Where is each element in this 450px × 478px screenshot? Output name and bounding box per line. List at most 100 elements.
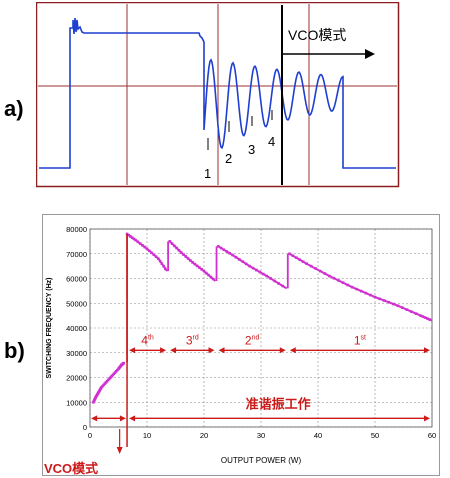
data-point (255, 268, 258, 272)
data-point (209, 275, 213, 279)
y-tick-label: 0 (83, 423, 87, 432)
data-point (231, 253, 234, 257)
data-point (127, 233, 131, 237)
data-point (414, 312, 418, 315)
data-point (337, 279, 340, 282)
mode-arrow-2nd-head-left (218, 347, 225, 354)
data-point (132, 237, 136, 241)
data-point (175, 246, 178, 250)
quasi-resonant-arrow-head-right (424, 415, 430, 422)
data-point (143, 245, 147, 249)
data-point (170, 242, 174, 245)
data-point (396, 304, 400, 308)
data-point (382, 299, 386, 302)
data-point (168, 240, 172, 243)
data-point (244, 262, 248, 266)
data-point (341, 281, 345, 285)
data-point (154, 255, 158, 259)
data-point (288, 252, 291, 256)
data-point (360, 289, 363, 293)
data-point (177, 248, 181, 252)
x-axis-label: OUTPUT POWER (W) (221, 456, 302, 465)
panel-a-label: a) (4, 96, 24, 121)
data-point (134, 238, 137, 242)
data-point (265, 274, 268, 278)
data-point (234, 255, 238, 259)
data-point (207, 273, 210, 277)
data-point (261, 272, 265, 276)
data-point (138, 242, 142, 245)
data-point (173, 244, 176, 248)
y-tick-label: 30000 (66, 349, 87, 358)
mode-arrows (91, 347, 430, 454)
x-tick-label: 30 (257, 431, 265, 440)
data-point (198, 266, 201, 269)
data-point (387, 300, 390, 304)
mode-arrow-2nd-head-right (279, 347, 286, 354)
data-point (423, 316, 427, 319)
data-point (162, 264, 165, 268)
data-point (369, 293, 372, 297)
data-point (269, 277, 272, 280)
data-point (350, 285, 354, 289)
data-point (298, 258, 302, 261)
data-point (125, 232, 129, 236)
data-point (248, 264, 251, 268)
data-point (238, 258, 241, 261)
x-tick-label: 50 (371, 431, 379, 440)
x-tick-label: 20 (200, 431, 208, 440)
data-point (228, 251, 231, 255)
x-tick-label: 0 (88, 431, 92, 440)
valley-label-1: 1 (204, 166, 211, 181)
data-point (410, 310, 413, 313)
data-point (378, 297, 381, 301)
data-point (241, 260, 245, 263)
data-point (130, 236, 134, 239)
quasi-resonant-label: 准谐振工作 (246, 396, 311, 411)
data-point (160, 262, 164, 265)
vco-annotation: VCO模式 (288, 27, 346, 43)
data-point (202, 269, 206, 273)
vco-arrow-head (365, 49, 375, 59)
mode-arrow-4th-head-right (160, 347, 167, 354)
data-point (419, 314, 422, 317)
x-tick-label: 40 (314, 431, 322, 440)
data-point (318, 269, 322, 273)
data-point (141, 244, 144, 247)
data-point (136, 240, 140, 244)
data-point (216, 245, 220, 248)
valley-label-4: 4 (268, 134, 275, 149)
vco-pointer-head (116, 447, 123, 454)
data-point (157, 257, 160, 260)
data-point (200, 268, 204, 271)
valley-label-2: 2 (225, 151, 232, 166)
chart-grid (89, 228, 433, 428)
mode-arrow-4th-head-left (129, 347, 136, 354)
data-point (204, 271, 208, 275)
data-point (122, 361, 125, 365)
x-tick-label: 60 (428, 431, 436, 440)
data-point (281, 284, 284, 288)
valley-markers: 12 34 (204, 110, 275, 181)
data-point (295, 256, 298, 260)
data-point (182, 253, 185, 256)
data-point (391, 302, 395, 306)
plot-area (89, 228, 433, 428)
scope-grid (38, 4, 397, 185)
quasi-resonant-arrow-head-left (129, 415, 136, 422)
y-tick-label: 10000 (66, 398, 87, 407)
x-tick-label: 10 (143, 431, 151, 440)
data-point (426, 317, 429, 320)
data-point (314, 267, 318, 270)
y-tick-label: 60000 (66, 275, 87, 284)
data-point (147, 249, 151, 253)
panel-b-label: b) (4, 338, 25, 363)
data-point (373, 295, 377, 299)
data-point (428, 318, 432, 321)
data-point (251, 266, 255, 270)
data-point (184, 255, 188, 258)
y-axis-label: SWITCHING FREQUENCY (Hz) (46, 278, 53, 379)
data-point (163, 267, 167, 270)
mode-arrow-3rd-head-left (170, 347, 177, 354)
vco-range-arrow-head-left (91, 415, 98, 422)
